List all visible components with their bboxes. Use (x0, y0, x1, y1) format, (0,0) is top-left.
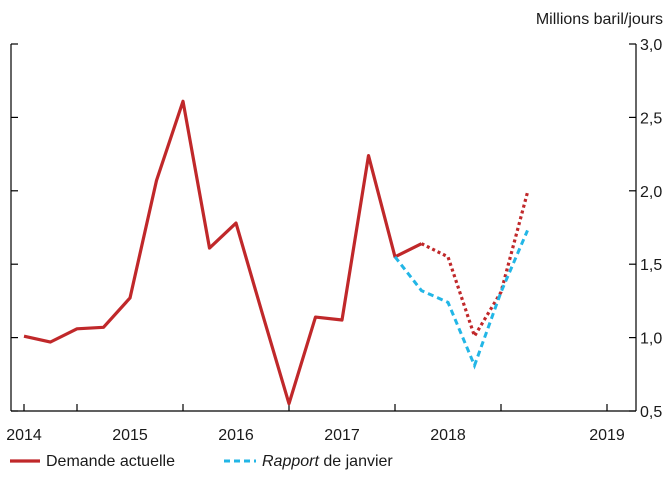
x-tick-label: 2014 (6, 427, 42, 444)
series-rapport-de-janvier-line (393, 229, 529, 370)
y-tick-label: 1,0 (640, 331, 662, 348)
legend-demande-label: Demande actuelle (46, 453, 175, 470)
legend-rapport-italic: Rapport (262, 453, 319, 470)
y-tick-label: 2,5 (640, 110, 662, 127)
axes: 0,5 1,0 1,5 2,0 2,5 3,0 2014 2015 2016 2017 2018 20… (6, 37, 662, 444)
x-tick-label: 2016 (218, 427, 254, 444)
x-tick-label: 2015 (112, 427, 148, 444)
series-demande-actuelle-line (23, 99, 423, 406)
legend: Demande actuelle Rapport de janvier (10, 453, 393, 470)
x-tick-label: 2018 (430, 427, 466, 444)
series-layer (23, 99, 530, 406)
series-demande-actuelle-forecast-line (420, 191, 530, 340)
y-tick-label: 3,0 (640, 37, 662, 54)
x-tick-label: 2019 (589, 427, 625, 444)
legend-rapport-rest: de janvier (319, 453, 393, 470)
x-tick-label: 2017 (324, 427, 360, 444)
y-tick-label: 2,0 (640, 184, 662, 201)
y-tick-label: 0,5 (640, 404, 662, 421)
y-axis-label: Millions baril/jours (536, 11, 663, 28)
y-tick-label: 1,5 (640, 257, 662, 274)
legend-rapport-label: Rapport de janvier (262, 453, 393, 470)
